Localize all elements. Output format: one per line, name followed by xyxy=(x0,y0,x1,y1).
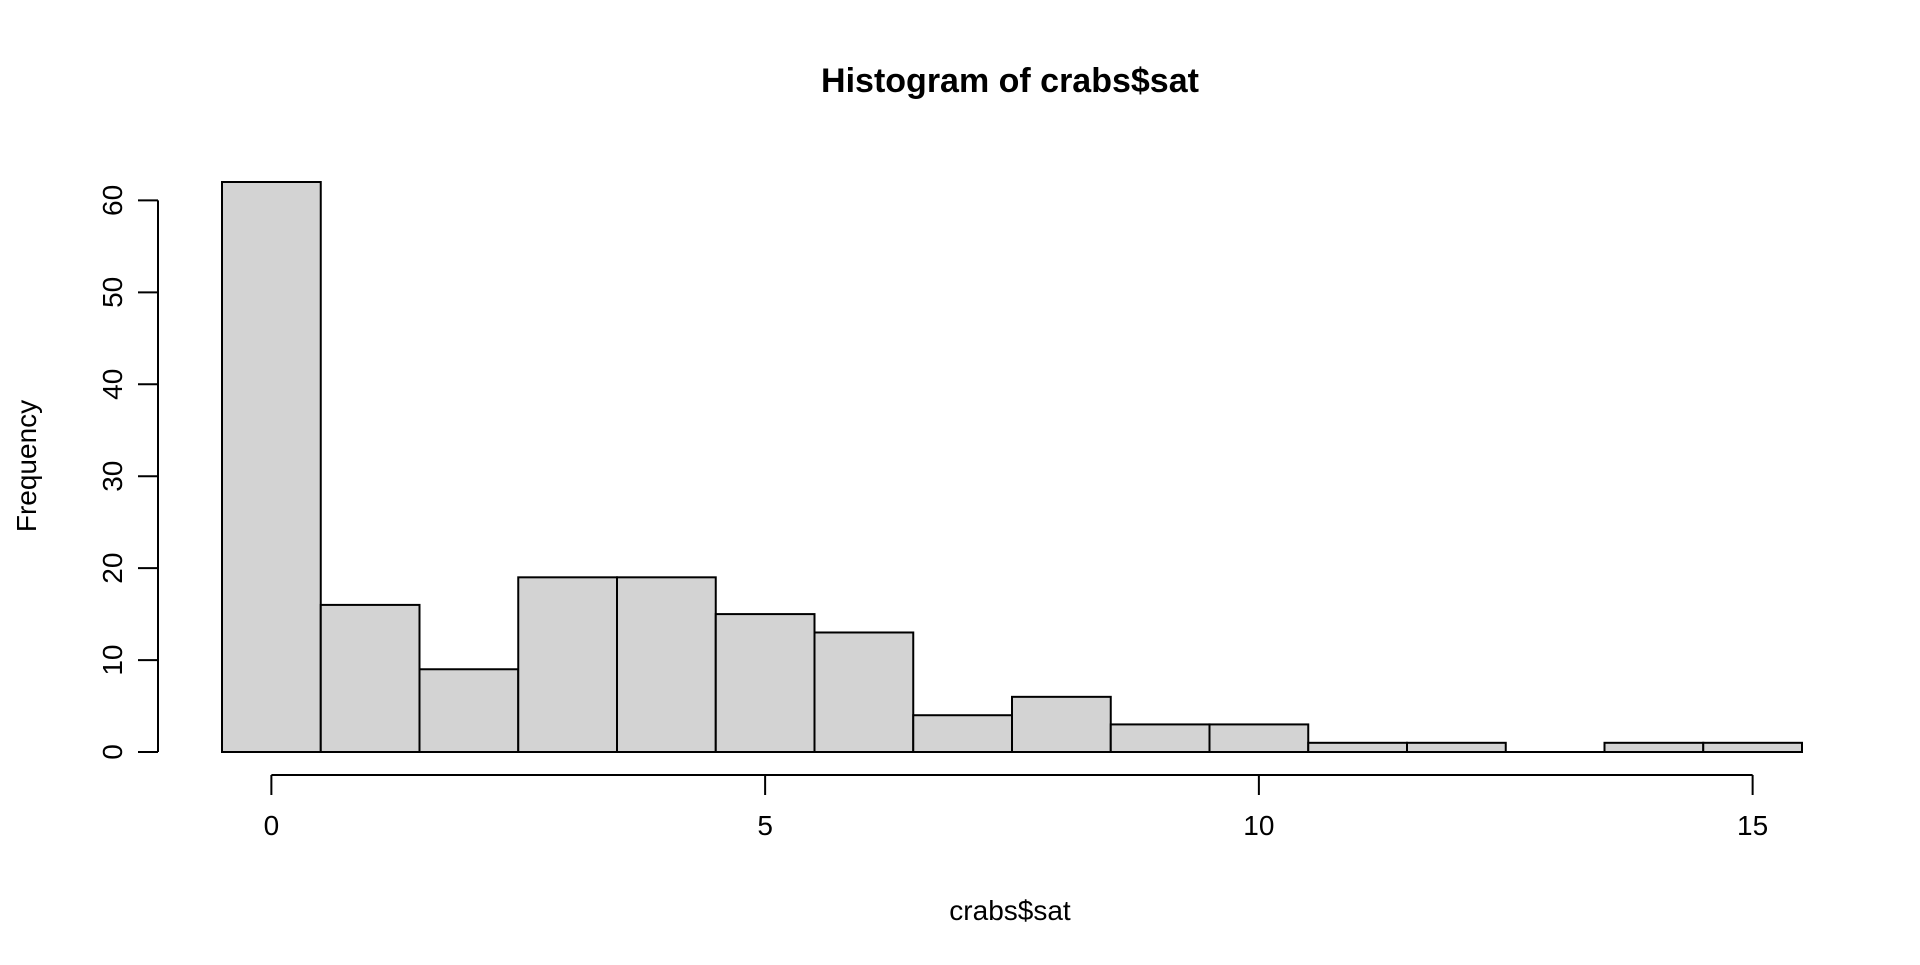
histogram-bar-12 xyxy=(1406,741,1507,754)
x-tick-label-0: 0 xyxy=(264,810,280,841)
histogram-bar-10 xyxy=(1208,723,1310,754)
histogram-bar-14 xyxy=(1603,741,1705,754)
histogram-bar-5 xyxy=(714,613,816,754)
histogram-bar-0 xyxy=(221,181,322,753)
y-axis: 0 10 20 30 40 50 60 xyxy=(97,185,159,760)
y-tick-label-20: 20 xyxy=(97,553,128,584)
x-tick-label-5: 5 xyxy=(757,810,773,841)
y-tick-label-50: 50 xyxy=(97,277,128,308)
histogram-bar-2 xyxy=(418,668,520,753)
histogram-bar-3 xyxy=(517,576,618,753)
histogram-bar-7 xyxy=(912,714,1013,754)
histogram-bar-4 xyxy=(616,576,717,753)
bars-group xyxy=(221,181,1803,754)
histogram-bar-11 xyxy=(1307,741,1408,754)
histogram-bar-1 xyxy=(319,603,421,753)
x-tick-label-15: 15 xyxy=(1737,810,1768,841)
histogram-bar-6 xyxy=(813,631,915,754)
x-axis-label: crabs$sat xyxy=(949,895,1071,926)
y-tick-label-60: 60 xyxy=(97,185,128,216)
y-tick-label-10: 10 xyxy=(97,644,128,675)
y-axis-label: Frequency xyxy=(11,400,42,532)
histogram-bar-8 xyxy=(1011,695,1112,753)
histogram-bar-15 xyxy=(1702,741,1803,754)
histogram-bar-9 xyxy=(1109,723,1211,754)
chart-title: Histogram of crabs$sat xyxy=(821,62,1199,100)
x-axis: 0 5 10 15 xyxy=(264,774,1768,841)
y-tick-label-40: 40 xyxy=(97,369,128,400)
y-tick-label-30: 30 xyxy=(97,461,128,492)
y-tick-label-0: 0 xyxy=(97,744,128,760)
x-tick-label-10: 10 xyxy=(1243,810,1274,841)
